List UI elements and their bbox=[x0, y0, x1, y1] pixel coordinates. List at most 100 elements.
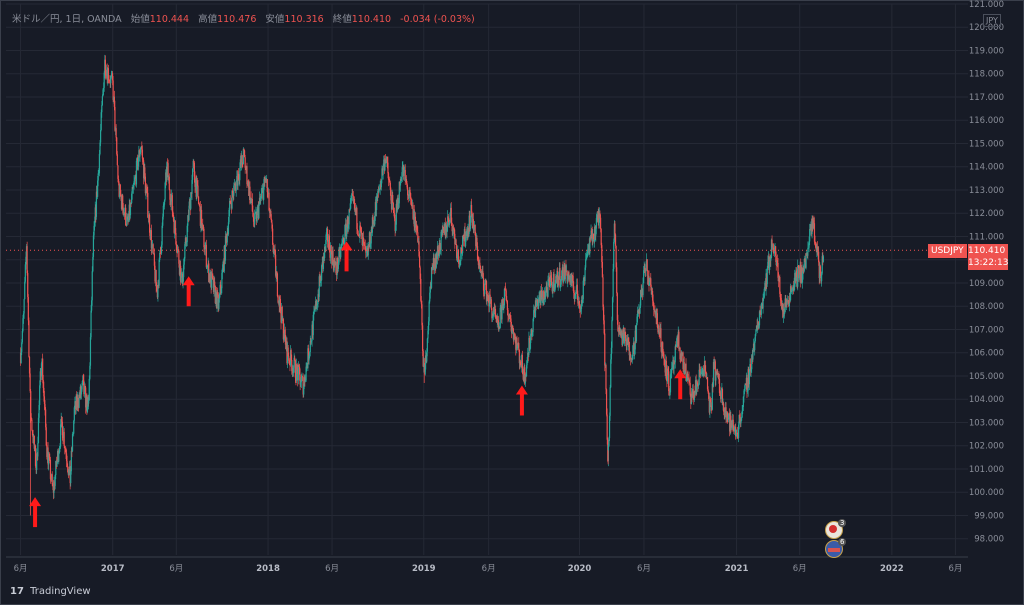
candle-body bbox=[161, 225, 163, 245]
candle-body bbox=[498, 326, 500, 330]
y-tick-label: 116.000 bbox=[969, 116, 1004, 126]
candle-body bbox=[458, 260, 460, 267]
candle-body bbox=[302, 376, 304, 395]
candle-body bbox=[469, 217, 471, 230]
candle-body bbox=[83, 386, 86, 395]
current-price-value: 110.410 bbox=[968, 246, 1006, 256]
symbol-legend[interactable]: 米ドル／円, 1日, OANDA 始値110.444 高値110.476 安値1… bbox=[12, 11, 475, 25]
candle-body bbox=[81, 382, 83, 390]
candle-body bbox=[650, 278, 652, 287]
candle-body bbox=[582, 280, 584, 300]
y-tick-label: 98.000 bbox=[974, 535, 1004, 545]
candle-body bbox=[460, 247, 463, 254]
candle-body bbox=[560, 280, 562, 285]
candle-body bbox=[244, 157, 246, 168]
candle-body bbox=[798, 266, 800, 279]
candle-body bbox=[632, 345, 634, 360]
candle-body bbox=[369, 232, 371, 248]
candle-body bbox=[346, 227, 348, 237]
candle-body bbox=[125, 207, 127, 226]
candle-body bbox=[335, 262, 337, 274]
candle-body bbox=[571, 275, 573, 284]
y-tick-label: 100.000 bbox=[969, 488, 1004, 498]
y-tick-label: 109.000 bbox=[969, 279, 1004, 289]
candle-body bbox=[263, 185, 265, 200]
candle-body bbox=[604, 333, 606, 366]
candle-body bbox=[693, 391, 695, 401]
candle-body bbox=[786, 299, 788, 302]
candle-body bbox=[193, 162, 195, 177]
candle-body bbox=[499, 307, 501, 328]
candle-body bbox=[94, 220, 96, 226]
candle-body bbox=[258, 204, 260, 219]
candle-body bbox=[338, 248, 340, 264]
candle-body bbox=[487, 295, 489, 301]
candle-body bbox=[461, 253, 463, 254]
candle-body bbox=[293, 357, 295, 368]
time-axis[interactable]: 6月 2017 6月 2018 6月 2019 6月 2020 6月 2021 6月 2022 6月 bbox=[14, 564, 963, 574]
candle-body bbox=[27, 273, 29, 298]
candle-body bbox=[754, 334, 756, 342]
candle-body bbox=[648, 276, 650, 286]
price-axis[interactable]: 121.000 120.000 119.000 118.000 117.000 116.0… bbox=[969, 0, 1004, 545]
candle-body bbox=[742, 406, 744, 411]
candle-body bbox=[51, 474, 53, 485]
candle-body bbox=[197, 185, 199, 197]
candle-body bbox=[549, 275, 552, 287]
candle-body bbox=[801, 273, 804, 283]
candle-body bbox=[358, 235, 360, 237]
candle-body bbox=[61, 421, 63, 436]
candle-body bbox=[750, 369, 752, 372]
candle-body bbox=[763, 288, 765, 298]
candle-body bbox=[454, 233, 456, 245]
candle-body bbox=[433, 257, 435, 270]
candle-body bbox=[349, 209, 351, 211]
badge-count: 3 bbox=[838, 519, 847, 527]
candle-body bbox=[527, 352, 529, 363]
candle-body bbox=[63, 431, 65, 447]
candle-body bbox=[91, 300, 93, 311]
candle-body bbox=[183, 258, 185, 265]
candle-body bbox=[663, 354, 665, 360]
candle-body bbox=[152, 244, 154, 254]
candle-body bbox=[419, 256, 421, 268]
candle-body bbox=[813, 223, 816, 242]
footer-brand[interactable]: 17 TradingView bbox=[10, 586, 91, 597]
candle-body bbox=[43, 396, 46, 405]
candle-body bbox=[548, 278, 550, 282]
candle-body bbox=[566, 270, 568, 282]
candle-body bbox=[708, 392, 710, 399]
open-label: 始値 bbox=[130, 14, 150, 25]
candle-body bbox=[580, 300, 583, 309]
candle-body bbox=[36, 453, 38, 471]
candle-body bbox=[288, 356, 290, 361]
candle-body bbox=[557, 276, 559, 288]
candle-body bbox=[151, 244, 153, 249]
candle-body bbox=[822, 256, 825, 262]
candle-body bbox=[428, 301, 430, 322]
candle-body bbox=[712, 362, 715, 387]
candle-body bbox=[393, 210, 395, 213]
candle-body bbox=[419, 267, 421, 279]
candle-body bbox=[587, 249, 589, 251]
candle-body bbox=[574, 293, 577, 296]
event-badge-3[interactable]: 3 bbox=[825, 519, 847, 539]
candle-body bbox=[622, 335, 624, 345]
candle-body bbox=[526, 362, 528, 366]
candle-body bbox=[667, 368, 669, 372]
candle-body bbox=[28, 320, 30, 357]
candle-body bbox=[575, 289, 577, 294]
candle-body bbox=[160, 253, 162, 254]
candle-body bbox=[386, 156, 388, 163]
candle-body bbox=[665, 360, 667, 380]
candle-body bbox=[274, 248, 276, 255]
y-tick-label: 114.000 bbox=[969, 163, 1004, 173]
event-badge-6[interactable]: 6 bbox=[825, 538, 847, 558]
candle-body bbox=[449, 213, 451, 223]
candle-body bbox=[39, 371, 41, 386]
candle-body bbox=[70, 450, 72, 472]
candle-body bbox=[409, 189, 411, 194]
candle-body bbox=[518, 349, 520, 364]
candle-body bbox=[213, 281, 215, 292]
